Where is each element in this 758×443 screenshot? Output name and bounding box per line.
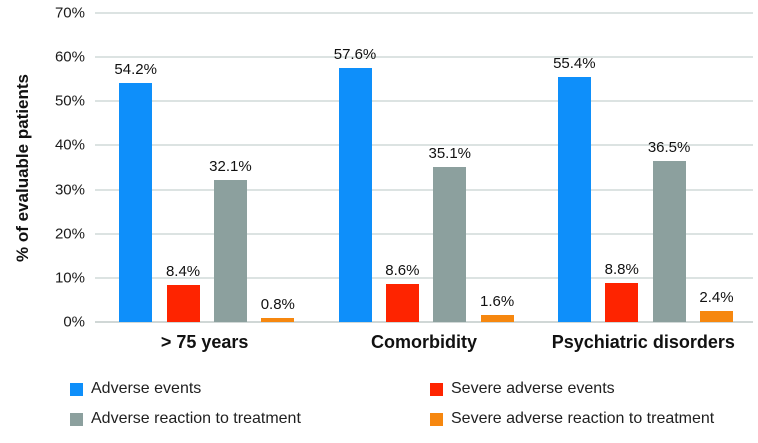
legend: Adverse events Severe adverse events Adver… <box>0 380 758 428</box>
data-label: 36.5% <box>647 138 691 156</box>
bar-slot: 36.5% <box>647 138 691 322</box>
legend-label: Adverse events <box>91 380 202 397</box>
bar-slot: 2.4% <box>699 289 734 322</box>
bar-slot: 35.1% <box>428 145 471 322</box>
gridline-30% <box>95 188 753 191</box>
data-label: 8.6% <box>385 262 420 280</box>
category-label: > 75 years <box>160 332 249 352</box>
legend-item: Severe adverse events <box>430 380 758 398</box>
legend-swatch-icon <box>70 412 83 426</box>
data-label: 54.2% <box>114 60 157 78</box>
bar <box>433 167 467 322</box>
gridline-40% <box>95 144 753 147</box>
category-label: Psychiatric disorders <box>551 332 735 352</box>
data-label: 2.4% <box>699 289 734 307</box>
bar-group: 57.6% 8.6% 35.1% 1.6% <box>314 13 533 322</box>
bar <box>605 283 639 322</box>
legend-item: Adverse events <box>70 380 430 398</box>
legend-label: Adverse reaction to treatment <box>91 410 301 427</box>
x-axis-category-labels: > 75 years Comorbidity Psychiatric disor… <box>95 332 753 353</box>
y-axis-title: % of evaluable patients <box>13 74 32 262</box>
bar-slot: 0.8% <box>261 296 295 322</box>
bar-group: 55.4% 8.8% 36.5% 2.4% <box>534 13 753 322</box>
bar <box>557 77 591 322</box>
bar-groups: 54.2% 8.4% 32.1% 0.8% 57.6% 8.6% 35.1% 1.6% 55.4… <box>95 13 753 322</box>
y-tick-label: 10% <box>54 269 85 287</box>
bar <box>652 160 686 322</box>
y-tick-label: 20% <box>54 225 85 243</box>
bar-group: 54.2% 8.4% 32.1% 0.8% <box>95 13 314 322</box>
y-tick-label: 0% <box>63 313 85 331</box>
bar <box>213 180 247 322</box>
bar <box>261 318 295 322</box>
bar <box>385 284 419 322</box>
plot-area: 0% 10% 20% 30% 40% 50% 60% 70% 54.2% 8.4% 32.1% 0.… <box>55 5 753 331</box>
y-tick-label: 30% <box>54 181 85 199</box>
bar-slot: 32.1% <box>209 158 252 322</box>
data-label: 1.6% <box>480 292 515 310</box>
bar-slot: 8.6% <box>385 262 419 322</box>
legend-item: Adverse reaction to treatment <box>70 410 430 428</box>
data-label: 32.1% <box>209 158 252 176</box>
bar-slot: 54.2% <box>114 61 157 322</box>
bar-slot: 8.4% <box>166 263 200 322</box>
data-label: 55.4% <box>553 55 596 73</box>
bar <box>119 82 153 322</box>
gridline-20% <box>95 232 753 235</box>
bar <box>338 67 372 322</box>
bar-slot: 1.6% <box>480 293 514 322</box>
legend-label: Severe adverse reaction to treatment <box>451 410 715 427</box>
gridline-0% <box>95 321 753 323</box>
y-tick-label: 70% <box>54 4 85 22</box>
bar <box>166 284 200 322</box>
legend-swatch-icon <box>70 382 83 396</box>
legend-swatch-icon <box>430 382 443 396</box>
y-tick-label: 50% <box>54 92 85 110</box>
bar-slot: 55.4% <box>553 55 596 322</box>
bar <box>480 314 514 322</box>
gridline-70% <box>95 12 753 14</box>
legend-item: Severe adverse reaction to treatment <box>430 410 758 428</box>
bar <box>699 311 733 322</box>
bar-slot: 57.6% <box>333 45 377 322</box>
y-tick-label: 40% <box>54 136 85 154</box>
data-label: 8.4% <box>165 262 201 280</box>
legend-swatch-icon <box>430 412 443 426</box>
data-label: 35.1% <box>428 145 472 163</box>
gridline-60% <box>95 56 753 59</box>
gridline-50% <box>95 100 753 103</box>
data-label: 0.8% <box>260 296 295 314</box>
data-label: 57.6% <box>333 45 377 63</box>
gridline-10% <box>95 276 753 279</box>
y-tick-label: 60% <box>54 48 85 66</box>
legend-label: Severe adverse events <box>451 380 615 397</box>
category-label: Comorbidity <box>370 332 477 352</box>
data-label: 8.8% <box>604 261 639 279</box>
bar-slot: 8.8% <box>605 261 639 322</box>
